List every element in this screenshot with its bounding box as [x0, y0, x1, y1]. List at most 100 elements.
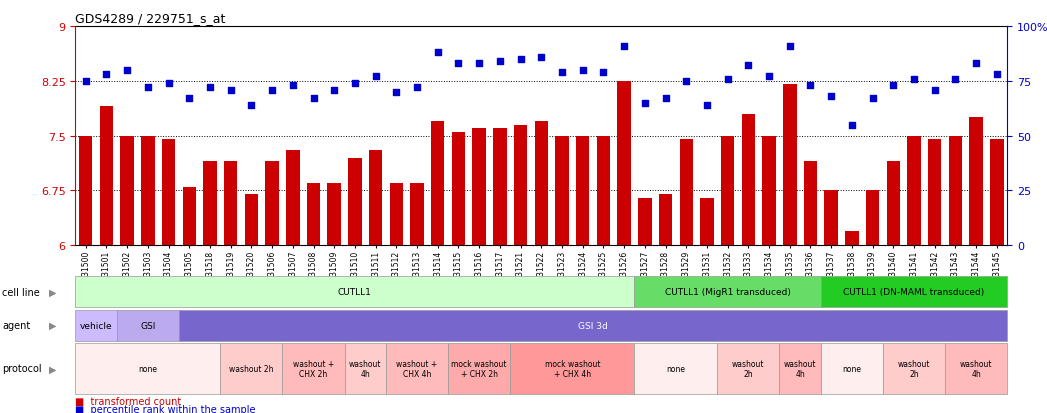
Text: none: none [138, 364, 157, 373]
Text: none: none [666, 364, 686, 373]
Bar [824, 191, 838, 246]
Bar [597, 136, 610, 246]
Text: vehicle: vehicle [80, 321, 112, 330]
Point [761, 74, 778, 81]
Point [139, 85, 156, 91]
Point [305, 96, 321, 102]
Bar [990, 140, 1004, 246]
Point [367, 74, 384, 81]
Point [533, 54, 550, 61]
Bar [908, 136, 920, 246]
Point [160, 81, 177, 87]
Point [616, 43, 632, 50]
Bar [472, 129, 486, 246]
Text: cell line: cell line [2, 287, 40, 297]
Point [181, 96, 198, 102]
Text: ■  percentile rank within the sample: ■ percentile rank within the sample [75, 404, 255, 413]
Bar [182, 188, 196, 246]
Point [844, 122, 861, 128]
Bar [659, 195, 672, 246]
Point [408, 85, 425, 91]
Bar [845, 231, 859, 246]
Bar [162, 140, 175, 246]
Point [637, 100, 653, 107]
Text: mock washout
+ CHX 4h: mock washout + CHX 4h [544, 359, 600, 378]
Text: CUTLL1 (MigR1 transduced): CUTLL1 (MigR1 transduced) [665, 288, 790, 297]
Point [222, 87, 239, 94]
Text: CUTLL1 (DN-MAML transduced): CUTLL1 (DN-MAML transduced) [844, 288, 984, 297]
Point [677, 78, 694, 85]
Point [802, 83, 819, 89]
Point [202, 85, 219, 91]
Bar [120, 136, 134, 246]
Text: washout
4h: washout 4h [349, 359, 381, 378]
Point [388, 89, 405, 96]
Bar [203, 162, 217, 246]
Point [118, 67, 135, 74]
Point [988, 72, 1005, 78]
Text: ▶: ▶ [49, 320, 57, 330]
Point [347, 81, 363, 87]
Bar [141, 136, 155, 246]
Bar [887, 162, 900, 246]
Point [823, 94, 840, 100]
Point [77, 78, 94, 85]
Point [948, 76, 964, 83]
Bar [307, 184, 320, 246]
Bar [286, 151, 299, 246]
Bar [680, 140, 693, 246]
Text: none: none [843, 364, 862, 373]
Bar [555, 136, 569, 246]
Point [326, 87, 342, 94]
Bar [389, 184, 403, 246]
Bar [245, 195, 259, 246]
Point [512, 56, 529, 63]
Text: washout
4h: washout 4h [784, 359, 817, 378]
Point [927, 87, 943, 94]
Text: washout
2h: washout 2h [897, 359, 931, 378]
Point [575, 67, 592, 74]
Point [243, 102, 260, 109]
Text: washout +
CHX 4h: washout + CHX 4h [397, 359, 438, 378]
Text: protocol: protocol [2, 363, 42, 374]
Text: mock washout
+ CHX 2h: mock washout + CHX 2h [451, 359, 507, 378]
Text: ▶: ▶ [49, 363, 57, 374]
Text: washout 2h: washout 2h [229, 364, 273, 373]
Text: ■  transformed count: ■ transformed count [75, 396, 181, 406]
Point [429, 50, 446, 57]
Bar [328, 184, 341, 246]
Point [471, 61, 488, 67]
Point [285, 83, 302, 89]
Point [906, 76, 922, 83]
Bar [410, 184, 424, 246]
Bar [493, 129, 507, 246]
Bar [638, 198, 651, 246]
Text: CUTLL1: CUTLL1 [338, 288, 372, 297]
Bar [576, 136, 589, 246]
Point [967, 61, 984, 67]
Text: washout
4h: washout 4h [960, 359, 993, 378]
Point [264, 87, 281, 94]
Point [491, 59, 508, 65]
Bar [618, 82, 631, 246]
Bar [535, 122, 548, 246]
Bar [866, 191, 879, 246]
Point [740, 63, 757, 69]
Bar [369, 151, 382, 246]
Text: GSI 3d: GSI 3d [578, 321, 608, 330]
Bar [431, 122, 445, 246]
Bar [99, 107, 113, 246]
Bar [783, 85, 797, 246]
Point [719, 76, 736, 83]
Point [98, 72, 115, 78]
Text: washout +
CHX 2h: washout + CHX 2h [293, 359, 334, 378]
Bar [451, 133, 465, 246]
Bar [514, 126, 528, 246]
Text: ▶: ▶ [49, 287, 57, 297]
Bar [700, 198, 714, 246]
Point [658, 96, 674, 102]
Bar [762, 136, 776, 246]
Bar [349, 158, 361, 246]
Bar [721, 136, 734, 246]
Bar [224, 162, 238, 246]
